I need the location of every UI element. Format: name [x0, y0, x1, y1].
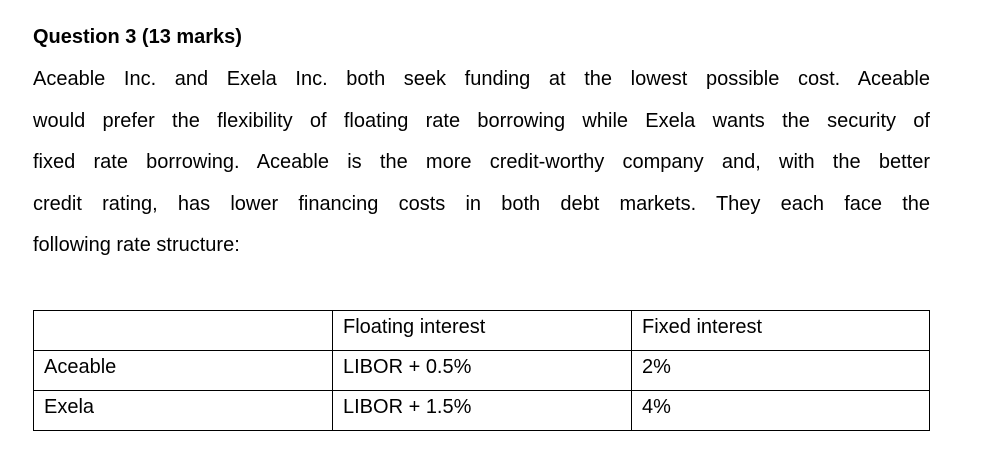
table-cell-floating-rate: LIBOR + 1.5% — [332, 390, 632, 431]
paragraph-line: credit rating, has lower financing costs… — [33, 192, 930, 215]
rate-structure-table: Floating interest Fixed interest Aceable… — [33, 310, 930, 431]
paragraph-line: would prefer the flexibility of floating… — [33, 109, 930, 132]
table-cell-company: Aceable — [33, 350, 333, 391]
table-cell-floating-rate: LIBOR + 0.5% — [332, 350, 632, 391]
table-header-cell-empty — [33, 310, 333, 351]
paragraph-line: Aceable Inc. and Exela Inc. both seek fu… — [33, 68, 930, 90]
table-header-cell-floating: Floating interest — [332, 310, 632, 351]
question-heading: Question 3 (13 marks) — [33, 26, 242, 48]
question-paragraph: Aceable Inc. and Exela Inc. both seek fu… — [33, 59, 930, 267]
paragraph-line: following rate structure: — [33, 234, 240, 256]
table-cell-fixed-rate: 4% — [631, 390, 930, 431]
table-cell-fixed-rate: 2% — [631, 350, 930, 391]
table-header-row: Floating interest Fixed interest — [33, 310, 930, 351]
table-header-cell-fixed: Fixed interest — [631, 310, 930, 351]
table-row-exela: Exela LIBOR + 1.5% 4% — [33, 390, 930, 431]
table-row-aceable: Aceable LIBOR + 0.5% 2% — [33, 350, 930, 391]
table-cell-company: Exela — [33, 390, 333, 431]
paragraph-line: fixed rate borrowing. Aceable is the mor… — [33, 151, 930, 173]
